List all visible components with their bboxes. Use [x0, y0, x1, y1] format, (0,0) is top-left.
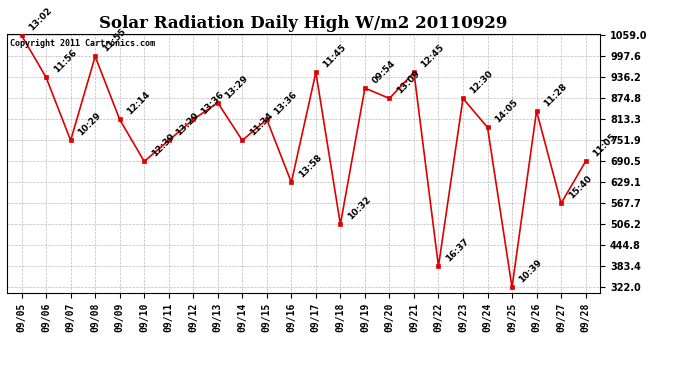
Text: 13:09: 13:09 — [395, 69, 422, 96]
Text: 12:14: 12:14 — [126, 90, 152, 117]
Text: 12:39: 12:39 — [150, 132, 177, 159]
Text: 11:55: 11:55 — [101, 27, 128, 54]
Text: 13:36: 13:36 — [199, 90, 226, 117]
Text: 10:32: 10:32 — [346, 195, 373, 222]
Text: 11:45: 11:45 — [322, 43, 348, 70]
Text: Copyright 2011 Cartronics.com: Copyright 2011 Cartronics.com — [10, 39, 155, 48]
Text: 11:56: 11:56 — [52, 48, 78, 75]
Text: 11:28: 11:28 — [542, 82, 569, 108]
Text: 13:02: 13:02 — [27, 6, 54, 33]
Text: 15:40: 15:40 — [566, 174, 593, 201]
Text: 12:45: 12:45 — [420, 43, 446, 70]
Text: 10:29: 10:29 — [76, 111, 103, 138]
Text: 13:29: 13:29 — [175, 111, 201, 138]
Text: 11:05: 11:05 — [591, 132, 618, 159]
Text: 09:54: 09:54 — [371, 58, 397, 86]
Title: Solar Radiation Daily High W/m2 20110929: Solar Radiation Daily High W/m2 20110929 — [99, 15, 508, 32]
Text: 11:34: 11:34 — [248, 111, 275, 138]
Text: 12:30: 12:30 — [469, 69, 495, 96]
Text: 13:58: 13:58 — [297, 153, 324, 180]
Text: 16:37: 16:37 — [444, 237, 471, 264]
Text: 10:39: 10:39 — [518, 258, 544, 285]
Text: 14:05: 14:05 — [493, 98, 520, 124]
Text: 13:36: 13:36 — [273, 90, 299, 117]
Text: 13:29: 13:29 — [224, 74, 250, 100]
